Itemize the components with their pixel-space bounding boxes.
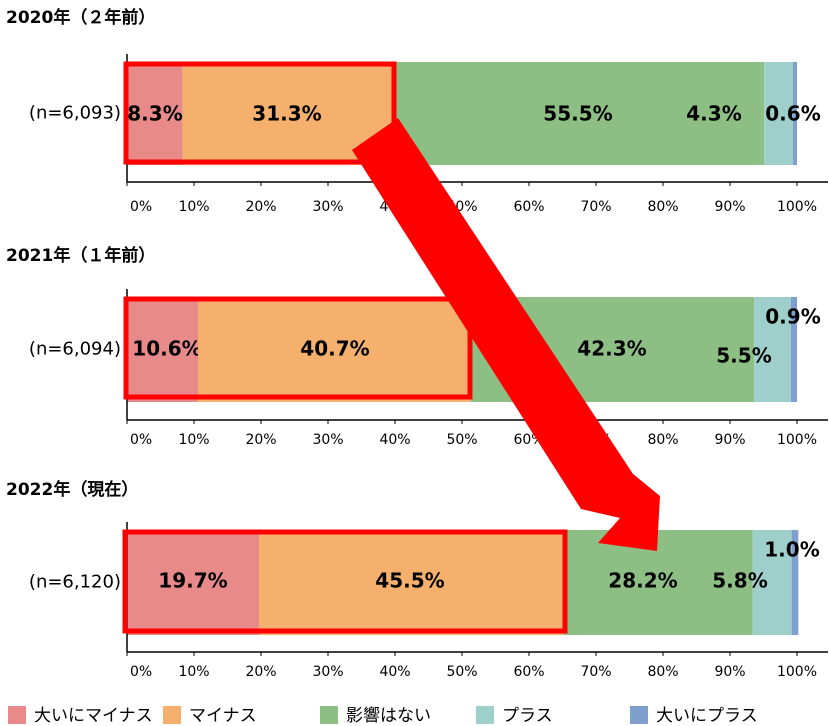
bar-chart: 2021年（１年前） (n=6,094) 10.6% 40.7% 42.3% 5.5% 0.… — [6, 245, 828, 448]
bar-segment — [790, 297, 797, 402]
bar-chart: 2020年（２年前） (n=6,093) 8.3% 31.3% 55.5% 4.3% 0.6… — [6, 7, 828, 215]
bar-segment — [198, 297, 471, 402]
x-tick-label: 10% — [178, 432, 209, 448]
bar-chart: 2022年（現在） (n=6,120) 19.7% 45.5% 28.2% 5.8% 1.0… — [6, 479, 828, 680]
x-tick-label: 0% — [130, 664, 152, 680]
chart-title: 2021年（１年前） — [6, 245, 155, 266]
x-tick-label: 40% — [379, 432, 410, 448]
x-tick-label: 60% — [513, 199, 544, 215]
bar-segment — [791, 530, 799, 635]
legend-swatch — [630, 706, 648, 724]
bar-segment — [127, 297, 199, 402]
x-tick-label: 70% — [580, 199, 611, 215]
x-tick-label: 50% — [446, 664, 477, 680]
value-label: 55.5% — [543, 102, 612, 126]
annotations — [122, 61, 660, 634]
x-tick-label: 10% — [178, 664, 209, 680]
bar-segment — [764, 62, 793, 165]
bar-segment — [392, 62, 765, 165]
x-tick-label: 80% — [647, 432, 678, 448]
value-label: 19.7% — [158, 569, 227, 593]
trend-arrow — [352, 118, 660, 551]
bar-segment — [127, 62, 183, 165]
x-tick-label: 100% — [777, 664, 817, 680]
legend-swatch — [476, 706, 494, 724]
value-label: 4.3% — [686, 102, 741, 126]
value-label: 1.0% — [764, 538, 819, 562]
bar-segment — [563, 530, 753, 635]
x-tick-label: 30% — [312, 664, 343, 680]
x-tick-label: 0% — [130, 432, 152, 448]
highlight-box — [122, 529, 568, 634]
legend-label: 大いにマイナス — [34, 706, 153, 726]
x-tick-label: 100% — [777, 199, 817, 215]
x-tick-label: 60% — [513, 664, 544, 680]
x-tick-label: 10% — [178, 199, 209, 215]
x-tick-label: 20% — [245, 664, 276, 680]
value-label: 42.3% — [577, 337, 646, 361]
value-label: 28.2% — [608, 569, 677, 593]
x-tick-label: 0% — [130, 199, 152, 215]
legend-label: プラス — [502, 706, 553, 726]
x-tick-label: 80% — [647, 664, 678, 680]
x-tick-label: 90% — [714, 664, 745, 680]
legend-swatch — [320, 706, 338, 724]
x-tick-label: 30% — [312, 199, 343, 215]
charts: 2020年（２年前） (n=6,093) 8.3% 31.3% 55.5% 4.3% 0.6… — [6, 7, 828, 726]
legend-label: 影響はない — [346, 706, 431, 726]
x-tick-label: 100% — [777, 432, 817, 448]
x-tick-label: 90% — [714, 199, 745, 215]
bar-segment — [127, 530, 259, 635]
value-label: 0.6% — [765, 102, 820, 126]
category-label: (n=6,094) — [29, 339, 121, 360]
legend: 大いにマイナス マイナス 影響はない プラス 大いにプラス — [8, 706, 758, 726]
category-label: (n=6,120) — [29, 572, 121, 593]
value-label: 10.6% — [132, 337, 201, 361]
chart-title: 2022年（現在） — [6, 479, 138, 500]
legend-swatch — [163, 706, 181, 724]
value-label: 31.3% — [252, 102, 321, 126]
x-tick-label: 20% — [245, 432, 276, 448]
value-label: 5.8% — [712, 569, 767, 593]
legend-label: 大いにプラス — [656, 706, 758, 726]
x-tick-label: 40% — [379, 664, 410, 680]
x-tick-label: 30% — [312, 432, 343, 448]
value-label: 5.5% — [716, 344, 771, 368]
highlight-box — [123, 296, 473, 400]
value-label: 40.7% — [300, 337, 369, 361]
bar-segment — [792, 62, 797, 165]
value-label: 0.9% — [765, 305, 820, 329]
category-label: (n=6,093) — [29, 103, 121, 124]
chart-title: 2020年（２年前） — [6, 7, 155, 28]
x-tick-label: 70% — [580, 664, 611, 680]
highlight-box — [123, 61, 397, 165]
value-label: 45.5% — [375, 569, 444, 593]
x-tick-label: 80% — [647, 199, 678, 215]
x-tick-label: 50% — [446, 432, 477, 448]
legend-swatch — [8, 706, 26, 724]
x-tick-label: 20% — [245, 199, 276, 215]
legend-label: マイナス — [189, 706, 257, 726]
bar-segment — [752, 530, 792, 635]
value-label: 8.3% — [127, 102, 182, 126]
bar-segment — [754, 297, 791, 402]
x-tick-label: 90% — [714, 432, 745, 448]
bar-segment — [258, 530, 564, 635]
